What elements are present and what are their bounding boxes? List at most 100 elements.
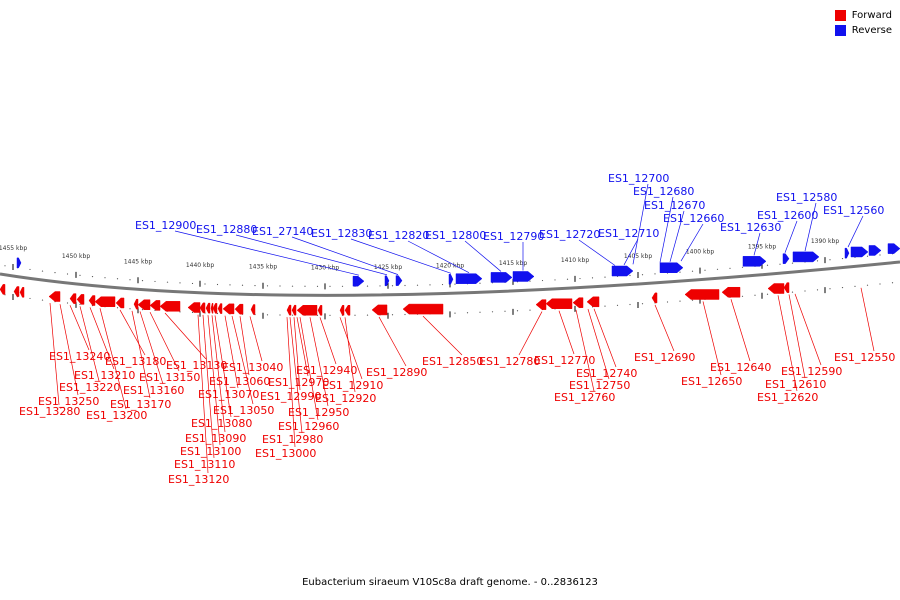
gene-label[interactable]: ES1_12630 <box>720 221 781 234</box>
reverse-gene-arrow[interactable] <box>384 275 390 287</box>
forward-gene-arrow[interactable] <box>222 303 235 315</box>
forward-gene-arrow[interactable] <box>317 305 323 316</box>
gene-label[interactable]: ES1_13080 <box>191 417 252 430</box>
forward-gene-arrow[interactable] <box>402 303 444 315</box>
reverse-gene-arrow[interactable] <box>352 275 365 287</box>
forward-gene-arrow[interactable] <box>767 283 785 294</box>
forward-gene-arrow[interactable] <box>137 299 151 310</box>
gene-label[interactable]: ES1_12550 <box>834 351 895 364</box>
gene-label[interactable]: ES1_13210 <box>74 369 135 382</box>
reverse-gene-arrow[interactable] <box>16 257 22 269</box>
gene-label[interactable]: ES1_12950 <box>288 406 349 419</box>
reverse-gene-arrow[interactable] <box>792 251 820 263</box>
forward-gene-arrow[interactable] <box>0 284 6 295</box>
forward-gene-arrow[interactable] <box>339 305 345 316</box>
reverse-gene-arrow[interactable] <box>868 245 882 256</box>
gene-label[interactable]: ES1_12750 <box>569 379 630 392</box>
forward-gene-arrow[interactable] <box>69 293 77 304</box>
forward-gene-arrow[interactable] <box>291 304 297 316</box>
reverse-gene-arrow[interactable] <box>512 271 535 282</box>
gene-label[interactable]: ES1_12990 <box>260 390 321 403</box>
gene-label[interactable]: ES1_12580 <box>776 191 837 204</box>
gene-label[interactable]: ES1_13000 <box>255 447 316 460</box>
forward-gene-arrow[interactable] <box>88 295 96 306</box>
reverse-gene-arrow[interactable] <box>850 246 869 258</box>
gene-label[interactable]: ES1_12900 <box>135 219 196 232</box>
gene-label[interactable]: ES1_12760 <box>554 391 615 404</box>
forward-gene-arrow[interactable] <box>535 299 547 310</box>
forward-gene-arrow[interactable] <box>210 303 214 314</box>
reverse-gene-arrow[interactable] <box>611 265 634 277</box>
reverse-gene-arrow[interactable] <box>455 273 483 284</box>
forward-gene-arrow[interactable] <box>586 296 600 308</box>
forward-gene-arrow[interactable] <box>212 303 218 314</box>
gene-label[interactable]: ES1_13040 <box>222 361 283 374</box>
gene-label[interactable]: ES1_13100 <box>180 445 241 458</box>
gene-label[interactable]: ES1_13280 <box>19 405 80 418</box>
gene-label[interactable]: ES1_12670 <box>644 199 705 212</box>
gene-label[interactable]: ES1_12830 <box>311 227 372 240</box>
reverse-gene-arrow[interactable] <box>742 256 767 267</box>
gene-label[interactable]: ES1_12890 <box>366 366 427 379</box>
reverse-gene-arrow[interactable] <box>448 274 454 285</box>
forward-gene-arrow[interactable] <box>217 303 223 314</box>
gene-label[interactable]: ES1_12600 <box>757 209 818 222</box>
gene-label[interactable]: ES1_12560 <box>823 204 884 217</box>
gene-label[interactable]: ES1_12710 <box>598 227 659 240</box>
forward-gene-arrow[interactable] <box>76 294 85 305</box>
forward-gene-arrow[interactable] <box>133 298 139 310</box>
forward-gene-arrow[interactable] <box>371 304 388 316</box>
gene-label[interactable]: ES1_13250 <box>38 395 99 408</box>
gene-label[interactable]: ES1_12800 <box>425 229 486 242</box>
forward-gene-arrow[interactable] <box>286 304 292 316</box>
gene-label[interactable]: ES1_12780 <box>479 355 540 368</box>
gene-label[interactable]: ES1_12970 <box>268 376 329 389</box>
gene-label[interactable]: ES1_13050 <box>213 404 274 417</box>
gene-label[interactable]: ES1_13160 <box>123 384 184 397</box>
reverse-gene-arrow[interactable] <box>782 253 790 264</box>
gene-label[interactable]: ES1_27140 <box>252 225 313 238</box>
gene-label[interactable]: ES1_12680 <box>633 185 694 198</box>
forward-gene-arrow[interactable] <box>783 282 790 293</box>
forward-gene-arrow[interactable] <box>651 292 658 304</box>
gene-label[interactable]: ES1_12740 <box>576 367 637 380</box>
forward-gene-arrow[interactable] <box>296 305 318 316</box>
gene-label[interactable]: ES1_12720 <box>539 228 600 241</box>
gene-label[interactable]: ES1_12960 <box>278 420 339 433</box>
gene-label[interactable]: ES1_12920 <box>315 392 376 405</box>
gene-label[interactable]: ES1_13060 <box>209 375 270 388</box>
forward-gene-arrow[interactable] <box>684 289 720 300</box>
gene-label[interactable]: ES1_12590 <box>781 365 842 378</box>
reverse-gene-arrow[interactable] <box>844 247 850 259</box>
gene-label[interactable]: ES1_12940 <box>296 364 357 377</box>
gene-label[interactable]: ES1_12850 <box>422 355 483 368</box>
gene-label[interactable]: ES1_12770 <box>534 354 595 367</box>
gene-label[interactable]: ES1_12690 <box>634 351 695 364</box>
forward-gene-arrow[interactable] <box>13 286 20 297</box>
forward-gene-arrow[interactable] <box>149 300 161 311</box>
gene-label[interactable]: ES1_13090 <box>185 432 246 445</box>
forward-gene-arrow[interactable] <box>159 301 181 312</box>
gene-label[interactable]: ES1_13120 <box>168 473 229 486</box>
forward-gene-arrow[interactable] <box>545 298 573 309</box>
forward-gene-arrow[interactable] <box>721 286 741 298</box>
forward-gene-arrow[interactable] <box>115 297 125 309</box>
forward-gene-arrow[interactable] <box>250 304 256 315</box>
gene-label[interactable]: ES1_12640 <box>710 361 771 374</box>
forward-gene-arrow[interactable] <box>199 302 206 314</box>
gene-label[interactable]: ES1_13240 <box>49 350 110 363</box>
gene-label[interactable]: ES1_13180 <box>105 355 166 368</box>
forward-gene-arrow[interactable] <box>19 287 25 298</box>
forward-gene-arrow[interactable] <box>234 303 244 315</box>
gene-label[interactable]: ES1_13070 <box>198 388 259 401</box>
reverse-gene-arrow[interactable] <box>395 275 403 286</box>
gene-label[interactable]: ES1_12820 <box>368 229 429 242</box>
forward-gene-arrow[interactable] <box>187 302 201 313</box>
gene-label[interactable]: ES1_12910 <box>322 379 383 392</box>
gene-label[interactable]: ES1_12790 <box>483 230 544 243</box>
reverse-gene-arrow[interactable] <box>490 272 513 283</box>
reverse-gene-arrow[interactable] <box>887 243 900 254</box>
gene-label[interactable]: ES1_13200 <box>86 409 147 422</box>
gene-label[interactable]: ES1_12620 <box>757 391 818 404</box>
gene-label[interactable]: ES1_13110 <box>174 458 235 471</box>
